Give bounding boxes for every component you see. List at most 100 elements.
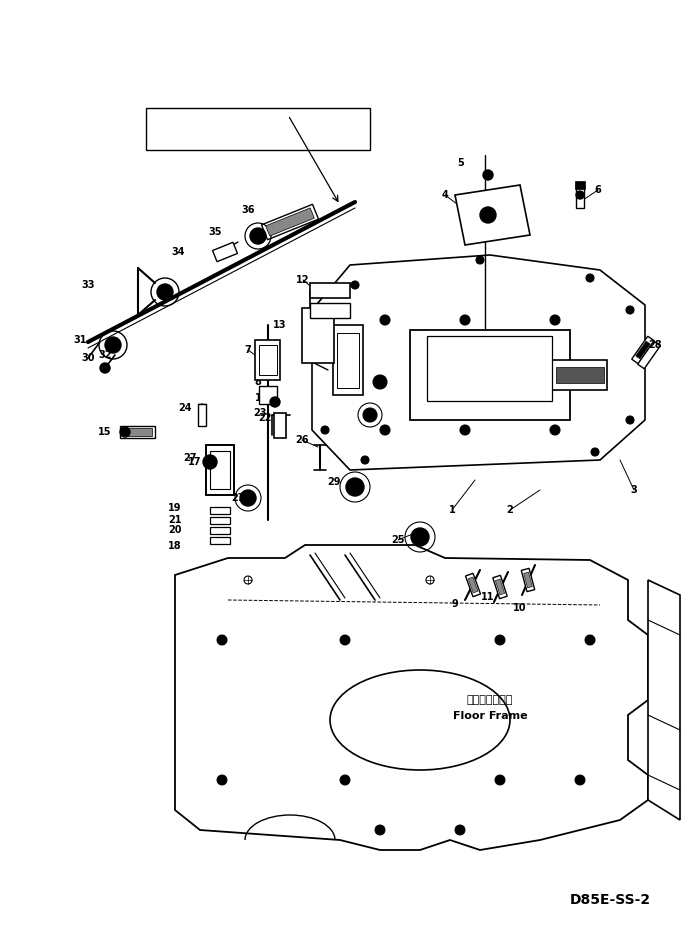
Circle shape: [375, 825, 385, 835]
Bar: [261, 204, 319, 240]
Circle shape: [270, 397, 280, 407]
Text: 34: 34: [171, 247, 184, 257]
Text: 16: 16: [133, 427, 146, 437]
Bar: [466, 573, 480, 596]
Text: 6: 6: [595, 185, 601, 195]
Bar: [428, 336, 553, 401]
Circle shape: [340, 635, 350, 645]
Text: D85E-SS-2: D85E-SS-2: [569, 893, 650, 907]
Bar: [259, 345, 277, 375]
Text: 8: 8: [254, 377, 261, 387]
Text: 15: 15: [98, 427, 112, 437]
Text: 17: 17: [188, 457, 202, 467]
Circle shape: [495, 775, 505, 785]
Circle shape: [203, 455, 217, 469]
Circle shape: [626, 306, 634, 314]
Bar: [302, 308, 334, 363]
Bar: [310, 303, 350, 318]
Text: See Fig. F2820-03A0, 04A0: See Fig. F2820-03A0, 04A0: [184, 132, 332, 142]
Text: Floor Frame: Floor Frame: [453, 711, 527, 721]
Text: 14: 14: [255, 393, 269, 403]
Text: 和F2820-03A0, 04A0图参照: 和F2820-03A0, 04A0图参照: [191, 117, 324, 127]
Bar: [524, 572, 532, 588]
Circle shape: [575, 775, 585, 785]
Bar: [495, 579, 504, 595]
Text: 20: 20: [168, 525, 182, 535]
Polygon shape: [312, 255, 645, 470]
Text: 31: 31: [73, 335, 87, 345]
Circle shape: [240, 490, 256, 506]
Circle shape: [157, 284, 173, 300]
Bar: [265, 208, 314, 236]
Text: 36: 36: [241, 205, 255, 215]
Bar: [575, 181, 585, 189]
Bar: [553, 360, 607, 390]
Circle shape: [217, 775, 227, 785]
Text: 10: 10: [513, 603, 527, 613]
Circle shape: [455, 825, 465, 835]
Bar: [556, 367, 604, 383]
Text: 30: 30: [82, 353, 95, 363]
Bar: [210, 537, 230, 543]
Polygon shape: [648, 580, 680, 820]
Circle shape: [483, 170, 493, 180]
Bar: [120, 426, 155, 438]
Text: 26: 26: [295, 435, 309, 445]
Text: 12: 12: [296, 275, 310, 285]
Bar: [632, 336, 654, 363]
Text: 25: 25: [391, 535, 405, 545]
Circle shape: [576, 191, 584, 199]
Circle shape: [120, 427, 130, 437]
Text: 1: 1: [448, 505, 455, 515]
Bar: [124, 428, 152, 436]
Bar: [274, 413, 286, 437]
Circle shape: [380, 425, 390, 435]
Circle shape: [460, 315, 470, 325]
Bar: [259, 386, 277, 404]
Text: 35: 35: [208, 227, 222, 237]
Bar: [210, 516, 230, 524]
Circle shape: [380, 315, 390, 325]
Polygon shape: [455, 185, 530, 245]
Text: 11: 11: [481, 592, 495, 602]
Bar: [337, 333, 359, 388]
Text: 21: 21: [168, 515, 182, 525]
Circle shape: [363, 408, 377, 422]
Circle shape: [105, 337, 121, 353]
Circle shape: [495, 635, 505, 645]
Text: 22: 22: [258, 413, 272, 423]
Bar: [198, 404, 206, 426]
Circle shape: [585, 635, 595, 645]
Circle shape: [321, 426, 329, 434]
Bar: [256, 340, 281, 380]
Text: 28: 28: [648, 340, 662, 350]
Text: 24: 24: [178, 403, 191, 413]
Circle shape: [361, 456, 369, 464]
Text: 23: 23: [253, 408, 267, 418]
Bar: [210, 506, 230, 514]
Bar: [210, 451, 230, 489]
Polygon shape: [175, 545, 648, 850]
Bar: [210, 527, 230, 533]
Text: 27: 27: [183, 453, 197, 463]
Ellipse shape: [330, 670, 510, 770]
Text: 27: 27: [231, 493, 245, 503]
Circle shape: [411, 528, 429, 546]
Bar: [410, 330, 570, 420]
Bar: [310, 282, 350, 297]
Bar: [638, 341, 661, 369]
Circle shape: [460, 425, 470, 435]
Circle shape: [586, 274, 594, 282]
Text: フロアフレーム: フロアフレーム: [467, 695, 513, 705]
Circle shape: [550, 315, 560, 325]
Text: 3: 3: [631, 485, 637, 495]
Circle shape: [346, 478, 364, 496]
Bar: [333, 325, 363, 395]
FancyBboxPatch shape: [146, 108, 370, 150]
Bar: [576, 183, 584, 208]
Circle shape: [100, 363, 110, 373]
Circle shape: [217, 635, 227, 645]
Circle shape: [591, 448, 599, 456]
Text: 32: 32: [98, 350, 112, 360]
Bar: [213, 242, 238, 262]
